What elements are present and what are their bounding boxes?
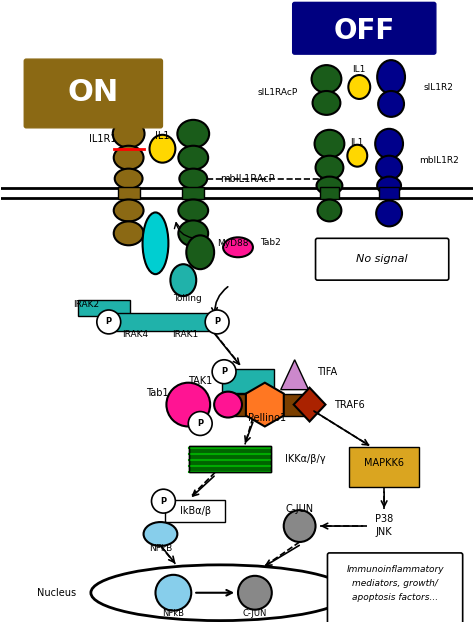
Polygon shape <box>294 388 326 422</box>
Bar <box>189 447 271 472</box>
Circle shape <box>212 360 236 384</box>
Text: IkBα/β: IkBα/β <box>180 506 211 516</box>
Circle shape <box>97 310 121 334</box>
Text: TAK1: TAK1 <box>188 376 212 386</box>
Text: OFF: OFF <box>334 17 395 45</box>
Text: P: P <box>106 318 112 326</box>
Bar <box>379 186 399 199</box>
Ellipse shape <box>186 235 214 269</box>
Text: Immunoinflammatory: Immunoinflammatory <box>346 565 444 574</box>
Ellipse shape <box>317 176 342 194</box>
Text: IL1R1: IL1R1 <box>89 134 117 144</box>
Text: Tab1: Tab1 <box>146 388 168 397</box>
Bar <box>109 313 218 331</box>
Ellipse shape <box>113 120 145 148</box>
Text: Nucleus: Nucleus <box>36 587 76 597</box>
Bar <box>78 300 129 316</box>
Text: NFkB: NFkB <box>163 609 184 618</box>
Ellipse shape <box>177 120 209 148</box>
Text: P38: P38 <box>375 514 393 524</box>
FancyBboxPatch shape <box>328 553 463 623</box>
Ellipse shape <box>178 199 208 221</box>
Bar <box>226 394 308 416</box>
FancyBboxPatch shape <box>316 239 449 280</box>
Text: C-JUN: C-JUN <box>243 609 267 618</box>
Text: MAPKK6: MAPKK6 <box>364 459 404 468</box>
Ellipse shape <box>376 201 402 226</box>
Ellipse shape <box>318 199 341 221</box>
Ellipse shape <box>214 392 242 417</box>
Bar <box>349 447 419 487</box>
Ellipse shape <box>223 237 253 257</box>
Text: mbIL1R2: mbIL1R2 <box>419 156 459 165</box>
Circle shape <box>166 383 210 427</box>
Text: P: P <box>214 318 220 326</box>
Text: IL1: IL1 <box>353 65 366 74</box>
Text: IL1: IL1 <box>351 138 364 147</box>
Text: TIFA: TIFA <box>318 367 337 377</box>
Text: IL1: IL1 <box>155 131 170 141</box>
Text: P: P <box>160 497 166 506</box>
Bar <box>222 369 274 392</box>
Text: sIL1RAcP: sIL1RAcP <box>257 88 298 97</box>
Text: Tolling: Tolling <box>173 293 201 303</box>
FancyBboxPatch shape <box>292 2 436 54</box>
Ellipse shape <box>315 130 345 158</box>
Text: MyD88: MyD88 <box>217 239 249 248</box>
Text: TRAF6: TRAF6 <box>335 399 365 409</box>
Ellipse shape <box>376 156 402 179</box>
Ellipse shape <box>114 199 144 221</box>
Ellipse shape <box>377 60 405 94</box>
Ellipse shape <box>178 221 208 246</box>
Bar <box>165 500 225 522</box>
Ellipse shape <box>114 221 144 245</box>
Text: No signal: No signal <box>356 254 408 264</box>
Bar <box>319 186 339 199</box>
Polygon shape <box>281 360 309 389</box>
Text: P: P <box>221 367 227 376</box>
Ellipse shape <box>179 169 207 189</box>
Ellipse shape <box>316 156 343 179</box>
Text: mediators, growth/: mediators, growth/ <box>352 579 438 588</box>
Ellipse shape <box>178 146 208 169</box>
Text: Pellino1: Pellino1 <box>248 412 286 422</box>
Ellipse shape <box>311 65 341 93</box>
Ellipse shape <box>149 135 175 163</box>
Text: JNK: JNK <box>376 527 392 537</box>
Ellipse shape <box>170 264 196 296</box>
Text: ON: ON <box>67 78 118 108</box>
Ellipse shape <box>144 522 177 546</box>
FancyBboxPatch shape <box>24 59 163 128</box>
Text: IRAK4: IRAK4 <box>123 330 149 340</box>
Text: IKKα/β/γ: IKKα/β/γ <box>285 454 325 464</box>
Bar <box>118 186 139 199</box>
Ellipse shape <box>114 146 144 169</box>
Text: Tab2: Tab2 <box>260 238 281 247</box>
Circle shape <box>155 575 191 611</box>
Ellipse shape <box>348 75 370 99</box>
Text: P: P <box>197 419 203 428</box>
Circle shape <box>205 310 229 334</box>
Circle shape <box>188 412 212 435</box>
Text: IRAK1: IRAK1 <box>172 330 199 340</box>
Ellipse shape <box>312 91 340 115</box>
Text: C-JUN: C-JUN <box>285 504 314 514</box>
Polygon shape <box>246 383 284 427</box>
Text: sIL1R2: sIL1R2 <box>424 82 454 92</box>
Ellipse shape <box>377 176 401 194</box>
Text: mbIL1RAcP: mbIL1RAcP <box>220 174 275 184</box>
Ellipse shape <box>143 212 168 274</box>
Bar <box>182 186 204 199</box>
Ellipse shape <box>378 91 404 117</box>
Circle shape <box>152 489 175 513</box>
Bar <box>189 447 271 472</box>
Ellipse shape <box>375 129 403 159</box>
Text: NFkB: NFkB <box>149 545 172 553</box>
Text: apoptosis factors...: apoptosis factors... <box>352 593 438 602</box>
Ellipse shape <box>115 169 143 189</box>
Text: IRAK2: IRAK2 <box>73 300 99 308</box>
Circle shape <box>284 510 316 542</box>
Ellipse shape <box>347 145 367 166</box>
Circle shape <box>238 576 272 610</box>
